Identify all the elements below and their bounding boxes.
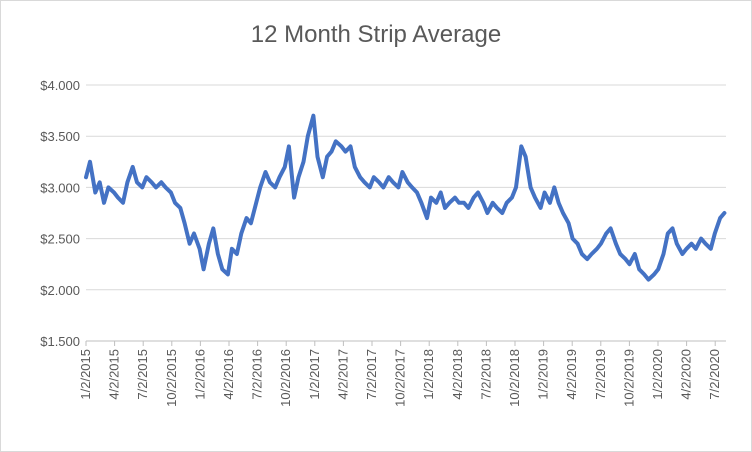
chart-title: 12 Month Strip Average [250,21,502,48]
x-tick-label: 10/2/2016 [278,349,293,407]
x-tick-label: 1/2/2016 [192,349,207,400]
x-tick-label: 1/2/2020 [650,349,665,400]
x-tick-label: 7/2/2017 [364,349,379,400]
x-tick-label: 4/2/2017 [335,349,350,400]
x-tick-label: 10/2/2015 [164,349,179,407]
x-tick-label: 7/2/2015 [135,349,150,400]
x-tick-label: 1/2/2017 [307,349,322,400]
x-tick-label: 7/2/2018 [478,349,493,400]
x-tick-label: 4/2/2015 [107,349,122,400]
x-tick-label: 7/2/2020 [707,349,722,400]
series [84,113,727,282]
y-tick-label: $3.500 [40,129,80,144]
y-tick-label: $1.500 [40,334,80,349]
x-tick-label: 1/2/2019 [536,349,551,400]
x-tick-label: 7/2/2016 [250,349,265,400]
y-tick-label: $2.500 [40,232,80,247]
x-tick-label: 10/2/2019 [621,349,636,407]
axes [85,340,726,346]
y-tick-label: $4.000 [40,78,80,93]
x-tick-label: 1/2/2018 [421,349,436,400]
x-tick-label: 4/2/2018 [450,349,465,400]
x-tick-label: 10/2/2017 [393,349,408,407]
x-axis-labels: 1/2/2015 4/2/2015 7/2/2015 10/2/2015 1/2/201… [78,349,722,407]
x-tick-label: 4/2/2020 [679,349,694,400]
y-tick-label: $2.000 [40,283,80,298]
x-tick-label: 7/2/2019 [593,349,608,400]
x-tick-label: 10/2/2018 [507,349,522,407]
x-tick-label: 4/2/2016 [221,349,236,400]
y-axis-labels: $1.500 $2.000 $2.500 $3.000 $3.500 $4.000 [40,78,80,349]
y-tick-label: $3.000 [40,180,80,195]
series-line [84,113,727,282]
x-tick-label: 4/2/2019 [564,349,579,400]
x-tick-label: 1/2/2015 [78,349,93,400]
